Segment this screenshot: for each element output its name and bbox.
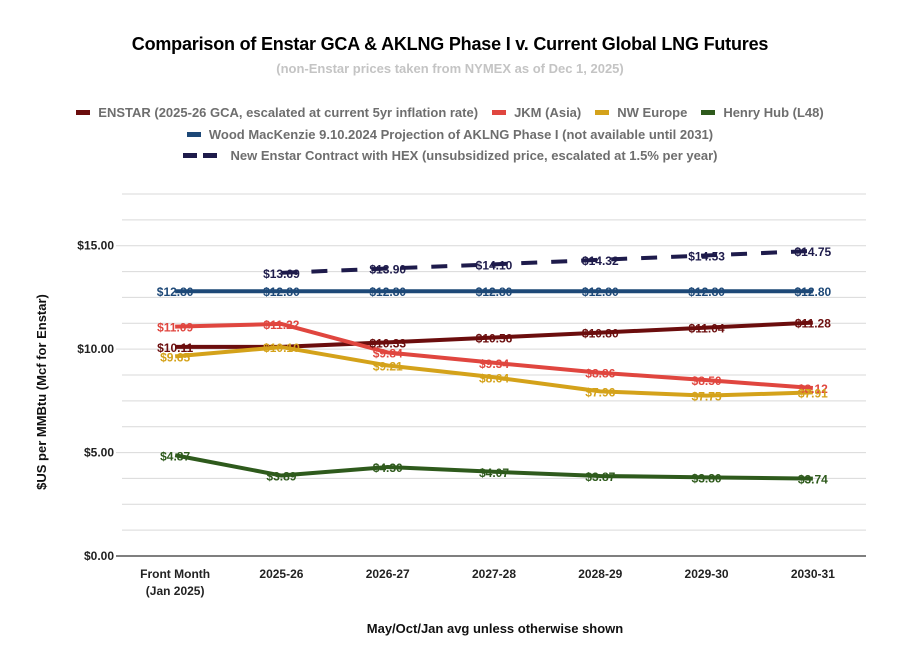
x-tick-label: 2025-26 (259, 567, 303, 581)
chart-subtitle: (non-Enstar prices taken from NYMEX as o… (276, 61, 624, 76)
legend-item[interactable]: JKM (Asia) (492, 105, 581, 120)
data-label: $3.87 (585, 470, 615, 484)
legend-swatch-icon (182, 153, 223, 158)
legend-swatch-icon (492, 110, 507, 115)
x-tick-label: 2028-29 (578, 567, 622, 581)
legend-swatch-icon (595, 110, 610, 115)
data-label: $9.65 (160, 350, 190, 364)
legend-row: ENSTAR (2025-26 GCA, escalated at curren… (0, 103, 900, 120)
x-tick-label: 2027-28 (472, 567, 516, 581)
legend-label: JKM (Asia) (514, 105, 582, 120)
x-tick-label: Front Month (Jan 2025) (140, 567, 210, 598)
data-label: $14.10 (476, 258, 513, 272)
data-label: $12.80 (582, 285, 619, 299)
data-label: $4.07 (479, 466, 509, 480)
data-label: $12.80 (688, 285, 725, 299)
y-tick-label: $5.00 (84, 446, 114, 460)
data-label: $11.09 (157, 321, 193, 335)
legend-swatch-icon (701, 110, 716, 115)
x-tick-label: 2026-27 (366, 567, 410, 581)
legend-swatch-icon (186, 132, 201, 137)
data-label: $14.75 (795, 245, 832, 259)
data-label: $4.30 (373, 461, 403, 475)
legend-swatch-icon (76, 110, 91, 115)
legend-label: NW Europe (617, 105, 688, 120)
data-label: $4.87 (160, 449, 190, 463)
data-label: $3.74 (798, 473, 828, 487)
data-label: $7.91 (798, 386, 828, 400)
data-label: $8.50 (692, 374, 722, 388)
data-label: $12.80 (263, 285, 300, 299)
data-label: $7.96 (585, 385, 615, 399)
data-label: $10.11 (157, 341, 193, 355)
data-label: $11.22 (263, 318, 299, 332)
data-label: $14.32 (582, 254, 619, 268)
data-label: $3.89 (266, 470, 296, 484)
series-line (175, 321, 814, 391)
legend-row: New Enstar Contract with HEX (unsubsidiz… (0, 146, 900, 163)
data-label: $9.34 (479, 357, 509, 371)
data-label: $12.80 (795, 285, 832, 299)
y-tick-label: $15.00 (77, 239, 114, 253)
data-label: $13.69 (263, 267, 300, 281)
legend-label: Henry Hub (L48) (723, 105, 824, 120)
data-label: $12.80 (157, 285, 194, 299)
legend-item[interactable]: Wood MacKenzie 9.10.2024 Projection of A… (186, 127, 714, 142)
data-label: $10.33 (369, 336, 406, 350)
series-lines (174, 248, 814, 481)
y-tick-label: $10.00 (77, 342, 114, 356)
data-label: $8.12 (798, 382, 828, 396)
data-label: $8.86 (585, 367, 615, 381)
data-label: $12.80 (476, 285, 513, 299)
data-label: $10.80 (582, 327, 619, 341)
gridlines (116, 193, 866, 557)
data-label: $7.75 (692, 390, 722, 404)
series-line (174, 345, 813, 398)
data-label: $10.56 (476, 332, 513, 346)
series-line (281, 248, 813, 275)
x-tick-label: 2029-30 (685, 567, 729, 581)
legend-label: Wood MacKenzie 9.10.2024 Projection of A… (208, 127, 714, 142)
y-axis-ticks: $0.00 $5.00 $10.00 $15.00 (77, 239, 114, 563)
series-line (174, 453, 813, 481)
data-label: $13.90 (369, 262, 406, 276)
chart-title: Comparison of Enstar GCA & AKLNG Phase I… (131, 34, 769, 54)
y-tick-label: $0.00 (84, 549, 114, 563)
data-label: $8.64 (479, 371, 509, 385)
legend-row: Wood MacKenzie 9.10.2024 Projection of A… (0, 125, 900, 142)
legend-label: ENSTAR (2025-26 GCA, escalated at curren… (98, 105, 479, 120)
legend-item[interactable]: Henry Hub (L48) (701, 105, 824, 120)
data-label: $12.80 (369, 285, 406, 299)
legend-item[interactable]: New Enstar Contract with HEX (unsubsidiz… (182, 148, 718, 163)
data-label: $11.04 (689, 322, 725, 336)
data-label: $11.28 (795, 317, 831, 331)
y-axis-title: $US per MMBtu (Mcf for Enstar) (34, 294, 49, 490)
x-axis-title: May/Oct/Jan avg unless otherwise shown (367, 621, 624, 636)
legend-item[interactable]: ENSTAR (2025-26 GCA, escalated at curren… (76, 105, 478, 120)
data-labels: $10.11 $10.33 $10.56 $10.80 $11.04 $11.28 $11.… (157, 245, 832, 487)
x-axis-ticks: Front Month (Jan 2025) 2025-26 2026-27 2027-… (140, 567, 835, 598)
x-tick-label: 2030-31 (791, 567, 835, 581)
legend-label: New Enstar Contract with HEX (unsubsidiz… (230, 148, 718, 163)
data-label: $10.10 (263, 341, 300, 355)
data-label: $9.84 (373, 346, 403, 360)
legend-item[interactable]: NW Europe (595, 105, 687, 120)
data-label: $3.80 (692, 471, 722, 485)
data-label: $9.21 (373, 359, 403, 373)
data-label: $14.53 (688, 249, 725, 263)
